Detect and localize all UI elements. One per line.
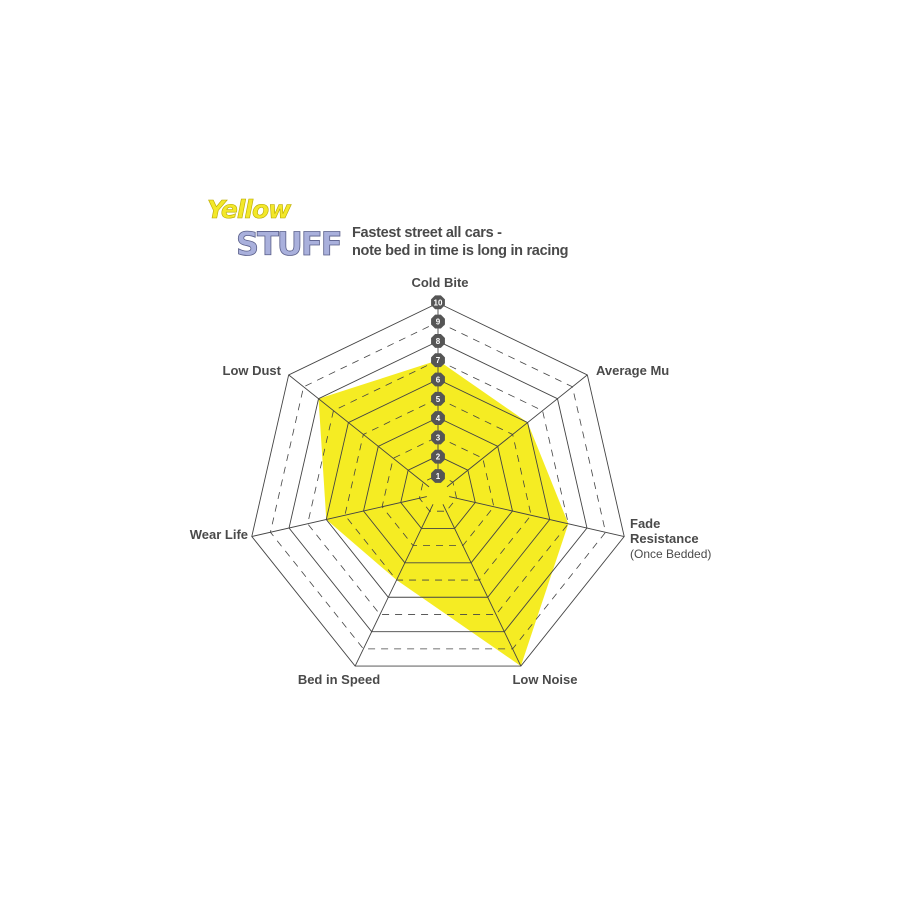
axis-label-low-dust: Low Dust — [223, 363, 282, 378]
scale-badge-1 — [431, 469, 445, 483]
grid-ring-8 — [288, 340, 588, 633]
grid-ring-6 — [325, 378, 551, 598]
scale-badge-3 — [431, 430, 445, 445]
grid-ring-9 — [269, 321, 607, 650]
scale-label-7: 7 — [436, 356, 441, 365]
axis-label-fade-resistance-line2: Resistance — [630, 531, 699, 546]
grid-ring-3 — [381, 436, 495, 547]
spoke-3 — [442, 504, 522, 667]
axis-label-bed-in-speed: Bed in Speed — [298, 672, 380, 687]
scale-badge-9 — [431, 314, 445, 329]
axis-label-fade-resistance-line1: Fade — [630, 516, 660, 531]
data-area — [318, 360, 569, 667]
scale-label-5: 5 — [436, 395, 441, 404]
spoke-1 — [446, 374, 588, 488]
scale-badge-8 — [431, 333, 445, 348]
scale-label-4: 4 — [436, 414, 441, 423]
scale-label-6: 6 — [436, 376, 441, 385]
scale-badge-6 — [431, 372, 445, 387]
scale-badge-10 — [431, 295, 445, 310]
logo-text-stuff: STUFF — [236, 225, 343, 264]
axis-label-wear-life: Wear Life — [190, 527, 248, 542]
chart-subtitle: Fastest street all cars - note bed in ti… — [352, 224, 568, 260]
scale-badge-4 — [431, 411, 445, 426]
scale-label-2: 2 — [436, 453, 441, 462]
grid-ring-1 — [418, 474, 458, 512]
scale-badge-5 — [431, 391, 445, 406]
yellow-stuff-logo: Yellow STUFF — [203, 195, 343, 272]
grid-ring-5 — [344, 398, 532, 581]
grid-ring-7 — [307, 359, 569, 615]
scale-label-10: 10 — [434, 298, 443, 307]
axis-label-average-mu: Average Mu — [596, 363, 669, 378]
axis-label-cold-bite: Cold Bite — [411, 275, 468, 290]
scale-label-8: 8 — [436, 337, 441, 346]
axis-label-low-noise: Low Noise — [512, 672, 577, 687]
axis-sublabel-fade-resistance: (Once Bedded) — [630, 547, 711, 561]
grid-ring-4 — [363, 417, 513, 564]
subtitle-line-1: Fastest street all cars - — [352, 225, 502, 241]
spoke-2 — [449, 496, 625, 537]
scale-label-3: 3 — [436, 433, 441, 442]
grid-ring-10 — [251, 302, 625, 667]
scale-label-1: 1 — [436, 472, 441, 481]
scale-badge-2 — [431, 449, 445, 464]
spoke-4 — [354, 504, 434, 667]
scale-badge-7 — [431, 353, 445, 368]
subtitle-line-2: note bed in time is long in racing — [352, 243, 569, 259]
spoke-5 — [251, 496, 427, 537]
grid-ring-2 — [400, 455, 476, 529]
logo-text-yellow: Yellow — [207, 195, 292, 224]
spoke-6 — [288, 374, 430, 488]
scale-label-9: 9 — [436, 318, 441, 327]
